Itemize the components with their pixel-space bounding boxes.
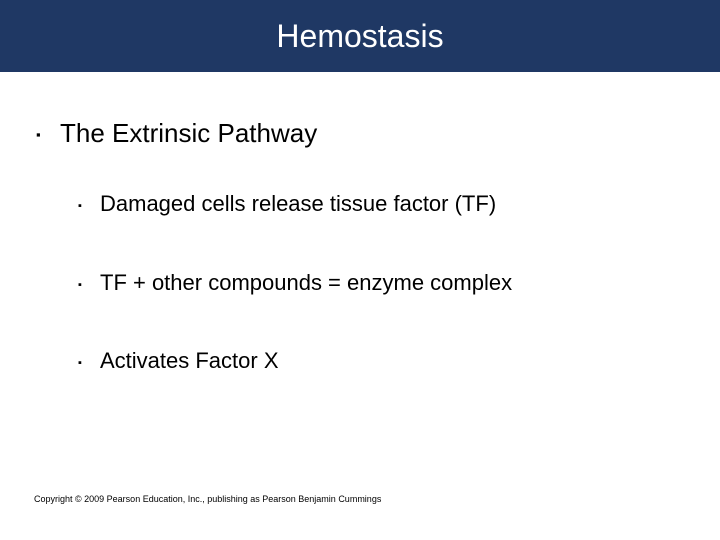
level1-item: ▪ The Extrinsic Pathway: [36, 118, 512, 149]
level2-item: ▪ Damaged cells release tissue factor (T…: [78, 191, 512, 217]
level2-item: ▪ TF + other compounds = enzyme complex: [78, 270, 512, 296]
square-bullet-icon: ▪: [78, 191, 100, 217]
title-bar: Hemostasis: [0, 0, 720, 72]
square-bullet-icon: ▪: [78, 270, 100, 296]
square-bullet-icon: ▪: [36, 118, 60, 148]
square-bullet-icon: ▪: [78, 348, 100, 374]
level1-text: The Extrinsic Pathway: [60, 118, 317, 149]
level2-text: Damaged cells release tissue factor (TF): [100, 191, 496, 217]
level2-item: ▪ Activates Factor X: [78, 348, 512, 374]
slide-title: Hemostasis: [0, 0, 720, 72]
content-area: ▪ The Extrinsic Pathway ▪ Damaged cells …: [36, 118, 512, 374]
level2-text: Activates Factor X: [100, 348, 279, 374]
slide: Hemostasis ▪ The Extrinsic Pathway ▪ Dam…: [0, 0, 720, 540]
level2-text: TF + other compounds = enzyme complex: [100, 270, 512, 296]
copyright-footer: Copyright © 2009 Pearson Education, Inc.…: [34, 494, 381, 504]
